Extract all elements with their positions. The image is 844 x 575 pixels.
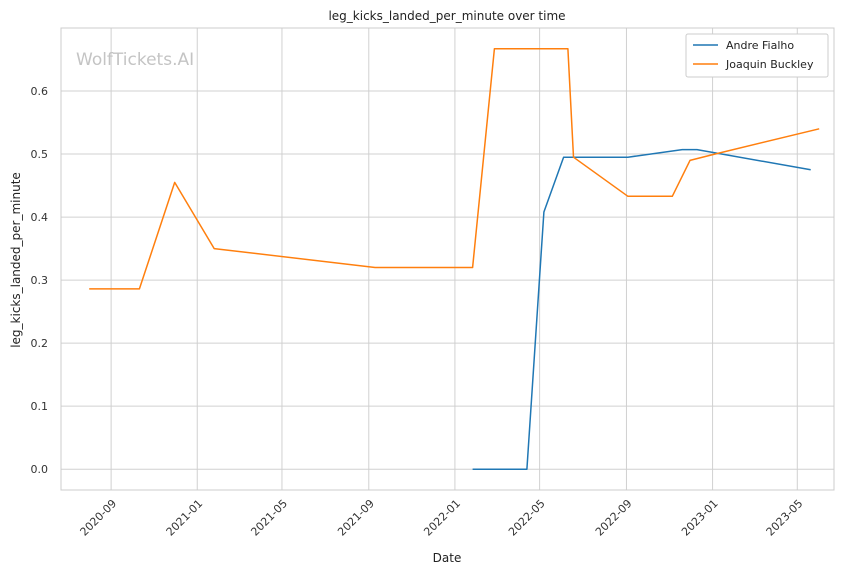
y-tick-label: 0.0 [31, 463, 49, 476]
y-tick-labels: 0.0 0.1 0.2 0.3 0.4 0.5 0.6 [31, 85, 49, 476]
x-tick-label: 2021-05 [248, 497, 290, 539]
x-tick-label: 2022-01 [421, 497, 463, 539]
x-tick-label: 2021-01 [164, 497, 206, 539]
series-group [89, 48, 820, 470]
x-axis-label: Date [433, 551, 462, 565]
y-tick-label: 0.2 [31, 337, 49, 350]
y-tick-label: 0.3 [31, 274, 49, 287]
y-tick-label: 0.6 [31, 85, 49, 98]
x-tick-label: 2020-09 [78, 497, 120, 539]
x-tick-labels: 2020-09 2021-01 2021-05 2021-09 2022-01 2022-… [78, 497, 806, 539]
x-tick-label: 2022-05 [506, 497, 548, 539]
series-line-joaquin-buckley [89, 48, 820, 290]
legend: Andre Fialho Joaquin Buckley [685, 33, 829, 78]
plot-frame [60, 27, 835, 491]
grid [61, 28, 834, 490]
y-tick-label: 0.4 [31, 211, 49, 224]
chart-title: leg_kicks_landed_per_minute over time [328, 9, 565, 23]
x-tick-label: 2023-05 [764, 497, 806, 539]
x-tick-label: 2021-09 [335, 497, 377, 539]
y-axis-label: leg_kicks_landed_per_minute [9, 172, 23, 348]
series-line-andre-fialho [472, 148, 811, 470]
watermark-text: WolfTickets.AI [76, 50, 194, 70]
x-tick-label: 2022-09 [593, 497, 635, 539]
legend-label-joaquin-buckley: Joaquin Buckley [725, 58, 814, 71]
y-tick-label: 0.5 [31, 148, 49, 161]
legend-box [685, 33, 829, 78]
y-tick-label: 0.1 [31, 400, 49, 413]
x-tick-label: 2023-01 [679, 497, 721, 539]
legend-label-andre-fialho: Andre Fialho [726, 39, 794, 52]
